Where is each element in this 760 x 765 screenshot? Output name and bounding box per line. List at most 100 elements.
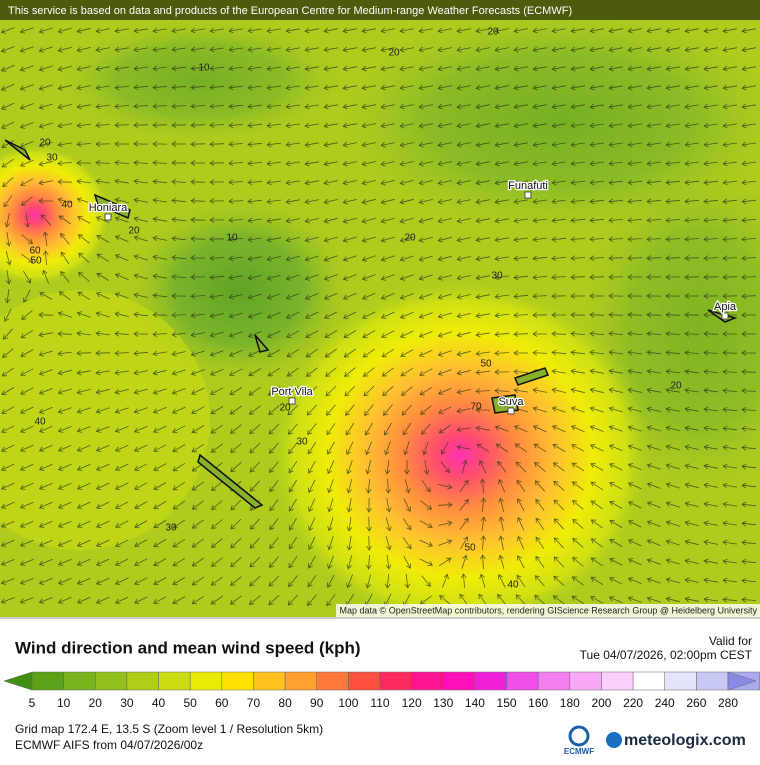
contour-label: 60	[29, 246, 41, 257]
scale-swatch	[253, 671, 286, 691]
contour-label: 30	[296, 437, 308, 448]
place-marker	[721, 312, 729, 320]
valid-time: Tue 04/07/2026, 02:00pm CEST	[580, 648, 753, 662]
scale-swatch	[348, 671, 381, 691]
contour-label: 10	[198, 63, 210, 74]
island	[4, 139, 31, 161]
scale-swatch	[126, 671, 159, 691]
scale-label: 30	[120, 696, 134, 710]
scale-label: 200	[591, 696, 611, 710]
scale-label: 220	[623, 696, 643, 710]
scale-label: 150	[497, 696, 517, 710]
place-label: Suva	[498, 396, 524, 408]
scale-label: 5	[29, 696, 36, 710]
place-marker	[507, 407, 515, 415]
contour-label: 30	[491, 271, 503, 282]
scale-swatch	[63, 671, 96, 691]
field	[0, 290, 210, 550]
scale-label: 260	[686, 696, 706, 710]
cyclone	[0, 145, 110, 285]
scale-label: 240	[655, 696, 675, 710]
scale-label: 130	[433, 696, 453, 710]
contour-label: 10	[226, 233, 238, 244]
place-marker	[288, 397, 296, 405]
color-scale: 5 10 20 30 40 50 60 70 80 90 100 110 120 130 140 150 160…	[3, 671, 760, 710]
legend-title: Wind direction and mean wind speed (kph)	[15, 638, 361, 657]
contour-label: 40	[61, 200, 73, 211]
scale-swatch	[664, 671, 697, 691]
model-info: ECMWF AIFS from 04/07/2026/00z	[15, 738, 203, 752]
grid-info: Grid map 172.4 E, 13.5 S (Zoom level 1 /…	[15, 722, 323, 736]
contour-label: 20	[128, 226, 140, 237]
meteologix-logo: meteologix.com	[624, 732, 746, 749]
scale-label: 90	[310, 696, 324, 710]
scale-label: 100	[338, 696, 358, 710]
island	[93, 193, 131, 220]
scale-label: 40	[152, 696, 166, 710]
contour-label: 50	[480, 359, 492, 370]
island	[197, 453, 264, 509]
scale-swatch	[284, 671, 317, 691]
scale-swatch	[411, 671, 444, 691]
scale-label: 140	[465, 696, 485, 710]
contour-label: 50	[464, 543, 476, 554]
scale-label: 50	[184, 696, 198, 710]
islands	[4, 139, 738, 509]
scale-label: 10	[57, 696, 71, 710]
scale-swatch	[632, 671, 665, 691]
contour-label: 20	[670, 381, 682, 392]
contour-label: 20	[487, 27, 499, 38]
scale-label: 60	[215, 696, 229, 710]
place-label: Apia	[714, 301, 737, 313]
field	[60, 20, 340, 140]
contour-label: 20	[404, 233, 416, 244]
contour-label: 20	[39, 138, 51, 149]
field	[130, 200, 350, 380]
scale-swatch	[601, 671, 634, 691]
credit-bar	[336, 604, 760, 617]
scale-label: 80	[278, 696, 292, 710]
scale-label: 120	[402, 696, 422, 710]
contour-label: 70	[470, 402, 482, 413]
valid-label: Valid for	[709, 634, 752, 648]
scale-swatch	[474, 671, 507, 691]
island	[513, 367, 550, 386]
place-label: Honiara	[89, 202, 128, 214]
scale-swatch	[506, 671, 539, 691]
notice: This service is based on data and produc…	[8, 5, 572, 17]
field	[340, 10, 760, 230]
place-marker	[104, 213, 112, 221]
scale-swatch	[569, 671, 602, 691]
contour-label: 20	[279, 403, 291, 414]
contour-label: 40	[507, 580, 519, 591]
scale-label: 160	[528, 696, 548, 710]
meteologix-icon	[606, 732, 622, 748]
contour-label: 40	[34, 417, 46, 428]
scale-swatch	[158, 671, 191, 691]
place-marker	[524, 191, 532, 199]
scale-swatch	[221, 671, 254, 691]
scale-label: 280	[718, 696, 738, 710]
notice-bar	[0, 0, 760, 20]
contour-label: 20	[388, 48, 400, 59]
place-label: Funafuti	[508, 180, 548, 192]
scale-swatch	[95, 671, 128, 691]
place-label: Port Vila	[271, 386, 313, 398]
scale-swatch	[379, 671, 412, 691]
scale-swatch	[189, 671, 223, 691]
map: This service is based on data and produc…	[0, 0, 760, 617]
scale-label: 70	[247, 696, 261, 710]
scale-end	[727, 671, 757, 691]
contour-label: 50	[30, 256, 42, 267]
island	[254, 334, 270, 353]
ecmwf-logo: ECMWF	[564, 747, 594, 756]
scale-label: 20	[89, 696, 103, 710]
scale-label: 110	[370, 696, 389, 710]
scale-swatch	[537, 671, 571, 691]
scale-label: 180	[560, 696, 580, 710]
map-credit: Map data © OpenStreetMap contributors, r…	[340, 605, 758, 615]
scale-swatch	[696, 671, 729, 691]
scale-end	[3, 671, 33, 691]
